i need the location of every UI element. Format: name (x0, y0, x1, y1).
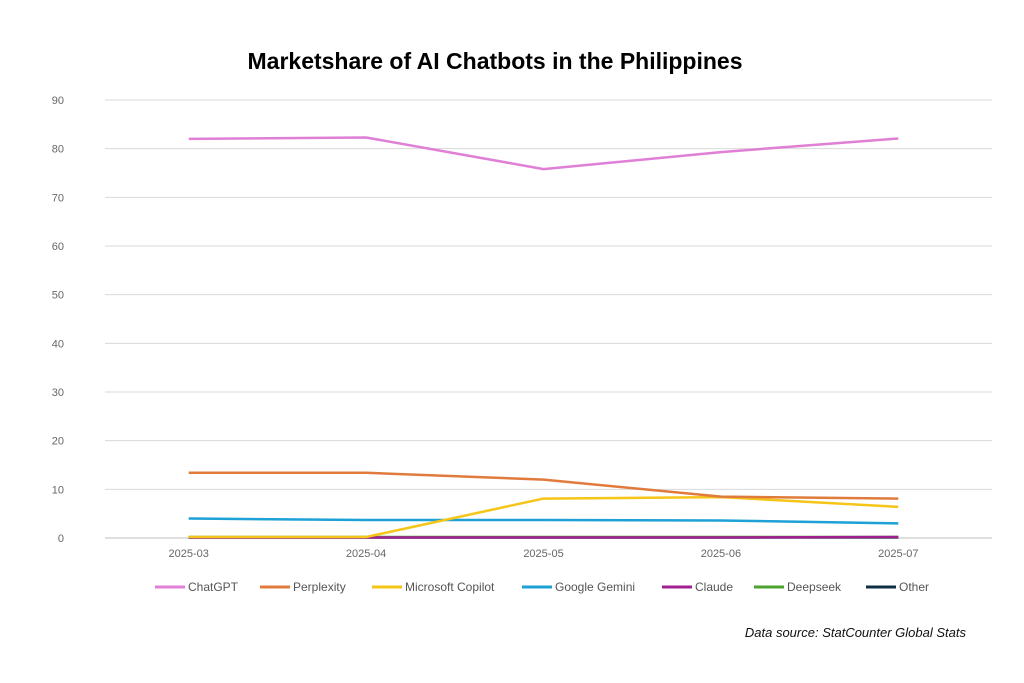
x-tick-label: 2025-05 (523, 548, 563, 560)
series-line-microsoft-copilot (188, 495, 899, 539)
legend-label: Claude (695, 580, 733, 594)
legend-label: Perplexity (293, 580, 346, 594)
series-line-google-gemini (188, 517, 899, 525)
series-line-perplexity (188, 471, 899, 500)
y-tick-label: 70 (52, 192, 64, 204)
data-source-note: Data source: StatCounter Global Stats (744, 625, 966, 640)
y-tick-label: 80 (52, 144, 64, 156)
x-tick-label: 2025-06 (701, 548, 741, 560)
chart-title: Marketshare of AI Chatbots in the Philip… (247, 48, 743, 74)
legend-label: ChatGPT (188, 580, 239, 594)
y-tick-label: 50 (52, 290, 64, 302)
legend-label: Microsoft Copilot (405, 580, 495, 594)
series-line-chatgpt (188, 136, 899, 171)
x-tick-label: 2025-04 (346, 548, 386, 560)
legend-label: Google Gemini (555, 580, 635, 594)
x-tick-label: 2025-03 (169, 548, 209, 560)
x-tick-label: 2025-07 (878, 548, 918, 560)
y-tick-label: 0 (58, 533, 64, 545)
y-tick-label: 10 (52, 484, 64, 496)
y-tick-label: 20 (52, 436, 64, 448)
y-tick-label: 90 (52, 95, 64, 107)
y-tick-label: 60 (52, 241, 64, 253)
legend-label: Other (899, 580, 929, 594)
y-tick-label: 40 (52, 338, 64, 350)
legend-label: Deepseek (787, 580, 842, 594)
y-tick-label: 30 (52, 387, 64, 399)
